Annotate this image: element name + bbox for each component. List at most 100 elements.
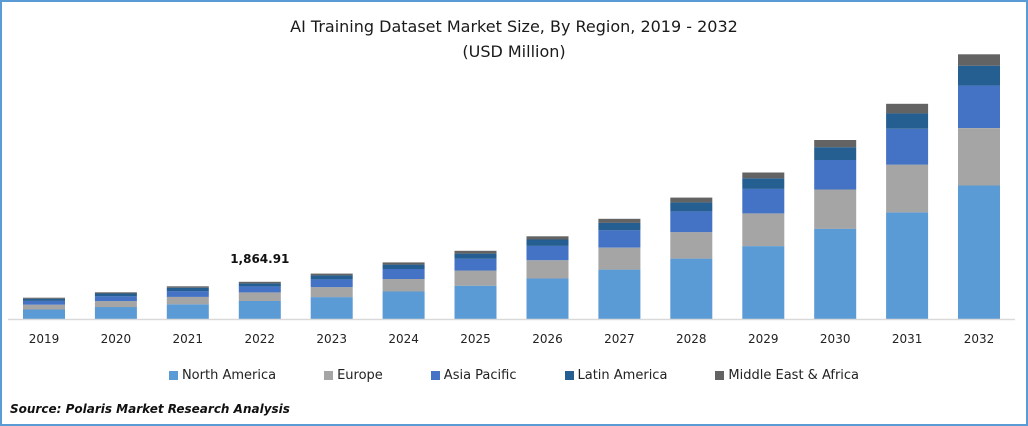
- bar-segment-europe-2027: [598, 247, 641, 270]
- bar-segment-asia-pacific-2027: [598, 230, 641, 248]
- legend-label: Asia Pacific: [443, 368, 517, 383]
- bar-segment-latin-america-2020: [94, 293, 137, 297]
- bar-segment-middle-east-africa-2023: [310, 273, 353, 276]
- bar-segment-asia-pacific-2019: [23, 300, 65, 305]
- bar-segment-asia-pacific-2032: [958, 85, 1000, 128]
- bar-segment-middle-east-africa-2031: [886, 103, 929, 114]
- bar-stack-2026: [526, 236, 569, 319]
- bars-group: [23, 54, 1000, 319]
- bar-segment-europe-2028: [670, 232, 713, 259]
- legend: North America Europe Asia Pacific Latin Ame…: [0, 368, 1028, 383]
- bar-stack-2028: [670, 197, 713, 319]
- bar-segment-middle-east-africa-2022: [238, 281, 281, 284]
- bar-stack-2029: [742, 172, 785, 319]
- x-tick-label: 2032: [964, 332, 995, 346]
- bar-segment-asia-pacific-2026: [526, 245, 569, 261]
- bar-segment-north-america-2023: [310, 297, 353, 319]
- x-tick-label: 2022: [245, 332, 276, 346]
- bar-segment-asia-pacific-2021: [166, 291, 209, 297]
- bar-segment-europe-2030: [814, 189, 857, 229]
- bar-segment-latin-america-2030: [814, 147, 857, 160]
- legend-swatch: [715, 371, 725, 380]
- bar-segment-middle-east-africa-2028: [670, 197, 713, 203]
- bar-segment-europe-2031: [886, 164, 929, 213]
- bar-segment-asia-pacific-2023: [310, 279, 353, 288]
- bar-segment-europe-2025: [454, 270, 497, 286]
- bar-stack-2032: [958, 54, 1000, 319]
- bar-segment-latin-america-2026: [526, 239, 569, 246]
- x-tick-label: 2027: [604, 332, 635, 346]
- bar-segment-asia-pacific-2024: [382, 269, 425, 279]
- bar-segment-north-america-2030: [814, 228, 857, 319]
- bar-segment-asia-pacific-2020: [94, 296, 137, 302]
- bar-stack-2025: [454, 250, 497, 319]
- bar-stack-2030: [814, 140, 857, 319]
- bar-segment-north-america-2026: [526, 278, 569, 319]
- bar-segment-europe-2023: [310, 287, 353, 298]
- bar-segment-middle-east-africa-2026: [526, 236, 569, 240]
- legend-swatch: [324, 371, 334, 380]
- bar-segment-north-america-2029: [742, 246, 785, 319]
- bar-segment-asia-pacific-2031: [886, 128, 929, 165]
- bar-segment-asia-pacific-2025: [454, 258, 497, 271]
- chart-subtitle: (USD Million): [462, 42, 566, 61]
- bar-segment-latin-america-2029: [742, 178, 785, 189]
- bar-segment-north-america-2021: [166, 304, 209, 319]
- bar-segment-north-america-2025: [454, 285, 497, 319]
- bar-segment-latin-america-2024: [382, 264, 425, 269]
- bar-segment-latin-america-2021: [166, 287, 209, 292]
- x-tick-label: 2020: [101, 332, 132, 346]
- data-label-2022: 1,864.91: [230, 252, 289, 266]
- legend-label: Latin America: [577, 368, 668, 383]
- bar-segment-asia-pacific-2029: [742, 188, 785, 214]
- bar-segment-middle-east-africa-2025: [454, 250, 497, 254]
- bar-segment-latin-america-2032: [958, 65, 1000, 86]
- legend-item-middle-east-africa: Middle East & Africa: [715, 368, 859, 383]
- x-tick-label: 2025: [460, 332, 491, 346]
- bar-segment-north-america-2027: [598, 269, 641, 319]
- bar-segment-asia-pacific-2022: [238, 286, 281, 293]
- bar-segment-europe-2020: [94, 301, 137, 308]
- bar-segment-europe-2026: [526, 260, 569, 279]
- x-tick-label: 2029: [748, 332, 779, 346]
- bar-segment-europe-2022: [238, 292, 281, 301]
- bar-segment-latin-america-2028: [670, 202, 713, 212]
- legend-label: Middle East & Africa: [728, 368, 860, 383]
- bar-segment-north-america-2019: [23, 309, 65, 319]
- bar-segment-europe-2029: [742, 213, 785, 247]
- bar-segment-middle-east-africa-2030: [814, 140, 857, 148]
- bar-segment-latin-america-2031: [886, 113, 929, 129]
- bar-segment-middle-east-africa-2021: [166, 286, 209, 288]
- bar-segment-europe-2021: [166, 296, 209, 305]
- bar-stack-2027: [598, 218, 641, 319]
- legend-item-latin-america: Latin America: [564, 368, 668, 383]
- chart-title: AI Training Dataset Market Size, By Regi…: [290, 17, 738, 36]
- x-tick-label: 2026: [532, 332, 563, 346]
- bar-segment-north-america-2022: [238, 301, 281, 319]
- legend-swatch: [564, 371, 574, 380]
- bar-stack-2019: [23, 297, 65, 319]
- bar-segment-asia-pacific-2028: [670, 211, 713, 233]
- bar-stack-2023: [310, 273, 353, 319]
- bar-stack-2021: [166, 286, 209, 319]
- source-note: Source: Polaris Market Research Analysis: [10, 402, 290, 416]
- bar-segment-middle-east-africa-2029: [742, 172, 785, 179]
- bar-segment-middle-east-africa-2032: [958, 54, 1000, 66]
- bar-segment-latin-america-2023: [310, 275, 353, 280]
- x-tick-label: 2024: [388, 332, 419, 346]
- bar-segment-middle-east-africa-2024: [382, 262, 425, 265]
- bar-segment-middle-east-africa-2019: [23, 297, 65, 299]
- bar-segment-asia-pacific-2030: [814, 160, 857, 190]
- x-tick-label: 2021: [173, 332, 204, 346]
- bar-segment-latin-america-2019: [23, 298, 65, 301]
- bar-segment-latin-america-2022: [238, 283, 281, 287]
- bar-stack-2022: [238, 281, 281, 319]
- bar-segment-middle-east-africa-2020: [94, 292, 137, 294]
- legend-item-europe: Europe: [324, 368, 383, 383]
- legend-label: Europe: [337, 368, 383, 383]
- bar-segment-middle-east-africa-2027: [598, 218, 641, 223]
- bar-segment-north-america-2028: [670, 258, 713, 319]
- legend-swatch: [430, 371, 440, 380]
- bar-segment-north-america-2024: [382, 291, 425, 319]
